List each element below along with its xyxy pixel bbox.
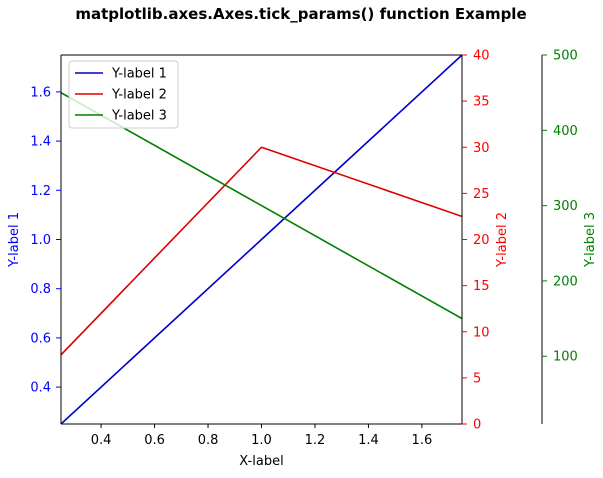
y2-tick-label: 30 bbox=[473, 141, 490, 156]
y1-tick-label: 0.4 bbox=[30, 381, 51, 396]
y1-tick-label: 1.2 bbox=[30, 184, 51, 199]
y1-tick-label: 1.0 bbox=[30, 233, 51, 248]
y2-tick-label: 0 bbox=[473, 418, 481, 433]
x-tick-label: 1.0 bbox=[251, 433, 272, 448]
y2-tick-label: 15 bbox=[473, 279, 490, 294]
legend-label-2: Y-label 2 bbox=[111, 88, 167, 103]
x-tick-label: 0.6 bbox=[144, 433, 165, 448]
y2-tick-label: 20 bbox=[473, 233, 490, 248]
y2-tick-label: 5 bbox=[473, 371, 481, 386]
y3-tick-label: 200 bbox=[553, 274, 578, 289]
y1-tick-label: 1.4 bbox=[30, 135, 51, 150]
y3-tick-label: 400 bbox=[553, 124, 578, 139]
legend-box bbox=[68, 60, 179, 129]
y2-axis-label: Y-label 2 bbox=[495, 212, 510, 268]
y1-tick-label: 0.6 bbox=[30, 331, 51, 346]
legend: Y-label 1 Y-label 2 Y-label 3 bbox=[68, 60, 179, 129]
legend-label-1: Y-label 1 bbox=[111, 67, 167, 82]
y3-axis-label: Y-label 3 bbox=[583, 212, 598, 268]
x-tick-label: 0.4 bbox=[91, 433, 112, 448]
y2-tick-label: 10 bbox=[473, 325, 490, 340]
axes-layer: 0.4 0.6 0.8 1.0 1.2 1.4 1.6 X-label 0.4 0.6 0.8 1.0… bbox=[7, 49, 598, 470]
x-tick-label: 0.8 bbox=[198, 433, 219, 448]
y1-axis-label: Y-label 1 bbox=[7, 212, 22, 268]
series-line-2 bbox=[61, 146, 462, 356]
y2-tick-label: 40 bbox=[473, 49, 490, 64]
x-tick-label: 1.2 bbox=[305, 433, 326, 448]
y1-tick-label: 0.8 bbox=[30, 282, 51, 297]
y3-tick-label: 100 bbox=[553, 350, 578, 365]
x-axis-label: X-label bbox=[239, 454, 283, 469]
x-tick-label: 1.6 bbox=[412, 433, 433, 448]
chart-title: matplotlib.axes.Axes.tick_params() funct… bbox=[75, 5, 526, 23]
x-tick-label: 1.4 bbox=[358, 433, 379, 448]
y1-tick-label: 1.6 bbox=[30, 85, 51, 100]
y3-tick-label: 500 bbox=[553, 49, 578, 64]
y2-tick-label: 35 bbox=[473, 95, 490, 110]
series-line-1 bbox=[61, 55, 462, 424]
y3-tick-label: 300 bbox=[553, 199, 578, 214]
legend-label-3: Y-label 3 bbox=[111, 109, 167, 124]
y2-tick-label: 25 bbox=[473, 187, 490, 202]
